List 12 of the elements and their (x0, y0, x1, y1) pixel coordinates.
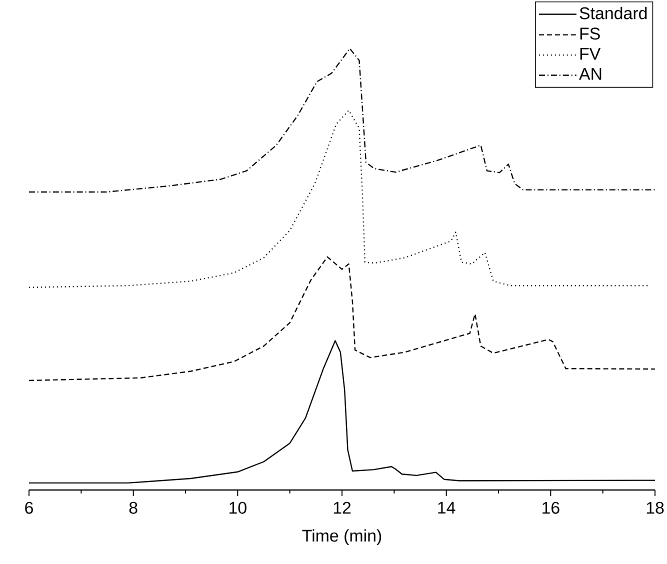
legend-label: FS (580, 28, 600, 40)
x-tick-label: 6 (25, 502, 33, 514)
x-axis-title: Time (min) (302, 529, 382, 546)
x-tick-label: 10 (230, 502, 246, 514)
legend-label: AN (579, 68, 602, 80)
x-tick-label: 14 (438, 502, 456, 514)
x-tick-label: 12 (334, 502, 351, 514)
legend-label: FV (580, 48, 601, 60)
x-tick-label: 16 (542, 502, 560, 514)
legend-label: Standard (580, 6, 647, 20)
x-tick-label: 8 (129, 502, 138, 514)
x-tick-label: 18 (646, 502, 664, 514)
